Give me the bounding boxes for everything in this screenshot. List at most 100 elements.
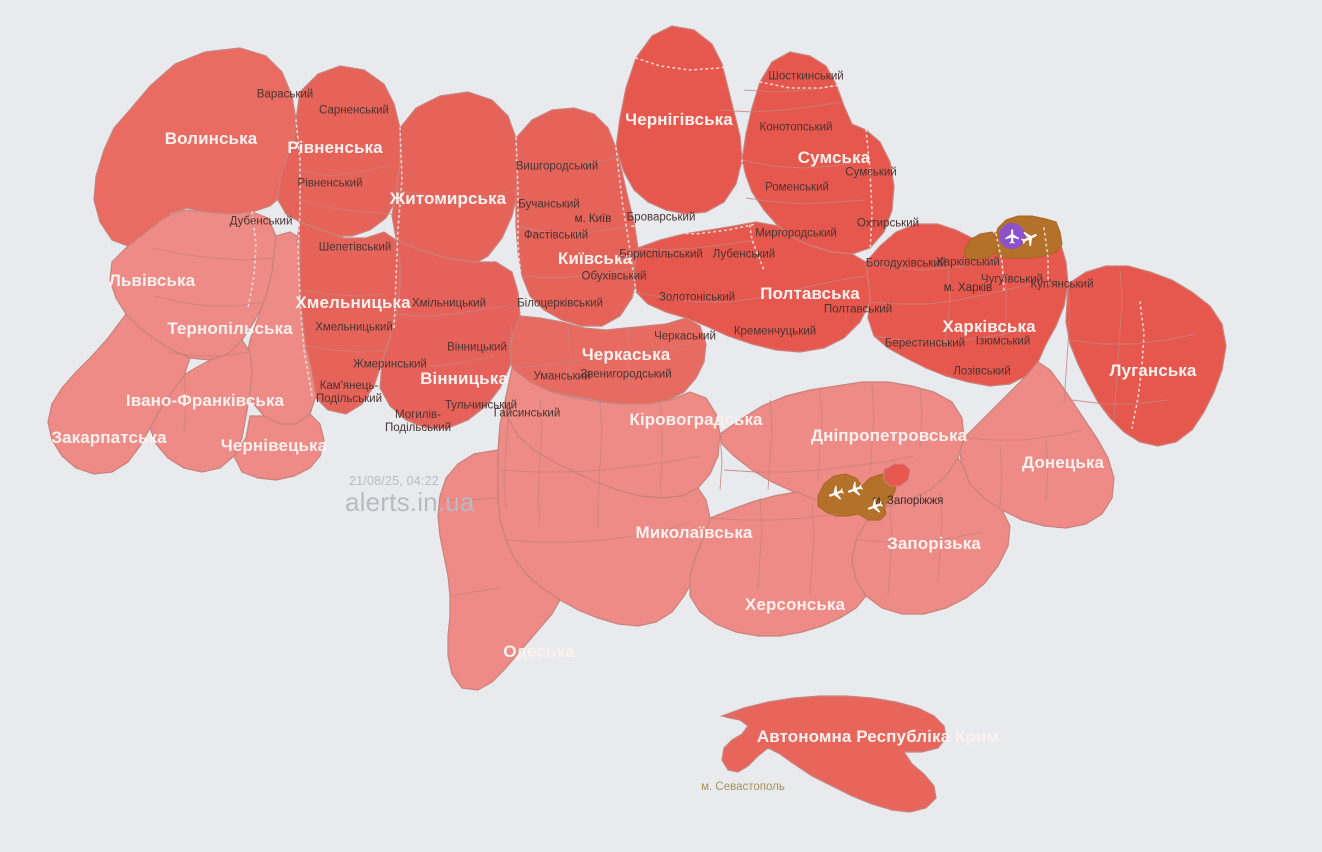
oblast-label-zaporizka[interactable]: Запорізька [887,534,981,554]
oblast-label-ivano-frankivska[interactable]: Івано-Франківська [125,391,285,411]
oblast-label-rivnenska[interactable]: Рівненська [287,138,383,158]
oblast-label-sumska[interactable]: Сумська [797,148,871,168]
oblast-label-zhytomyrska[interactable]: Житомирська [389,189,507,209]
oblast-label-donetska[interactable]: Донецька [1021,453,1105,473]
raion-label-dubenskyi[interactable]: Дубенський [229,215,293,228]
oblast-label-luhanska[interactable]: Луганська [1109,361,1197,381]
raion-label-lubenskyi[interactable]: Лубенський [712,248,776,261]
region-zakarpatska[interactable] [47,313,191,475]
raion-label-lozivskyi[interactable]: Лозівський [953,365,1011,378]
oblast-label-odeska[interactable]: Одеська [503,642,575,662]
oblast-label-vinnytska[interactable]: Вінницька [420,369,508,389]
region-poltavska[interactable] [633,221,873,353]
region-rivnenska[interactable] [277,65,405,237]
aircraft-icon [848,481,864,496]
oblast-label-kyivska[interactable]: Київська [557,249,633,269]
oblast-label-chernivetska[interactable]: Чернівецька [220,436,328,456]
oblast-label-lvivska[interactable]: Львівська [108,271,196,291]
raion-label-poltavskyi[interactable]: Полтавський [823,303,893,316]
raion-label-haisynskyi[interactable]: Гайсинський [493,407,561,420]
marker-aircraft-kharkiv-brown[interactable] [1018,227,1040,249]
raion-boundaries-layer [151,85,1197,597]
region-odeska[interactable] [437,449,561,691]
region-kharkivska[interactable] [865,223,1069,387]
partial-zone-zaporizhzhia-small[interactable] [883,463,911,487]
oblast-label-kharkivska[interactable]: Харківська [942,317,1036,337]
oblast-label-poltavska[interactable]: Полтавська [760,284,860,304]
raion-label-boryspilskyi[interactable]: Бориспільський [619,248,703,261]
oblast-label-crimea[interactable]: Автономна Республіка Крим [756,727,1000,747]
region-zhytomyrska[interactable] [391,91,521,269]
raion-label-buchanskyi[interactable]: Бучанський [518,198,580,211]
city-label-zaporizhzhia[interactable]: м. Запоріжжя [872,495,944,507]
raion-label-berestynskyi[interactable]: Берестинський [884,337,966,350]
raion-label-kamianets-podilskyi[interactable]: Кам'янець-Подільський [316,380,382,405]
aircraft-icon [1020,231,1037,246]
raion-label-bilotserkivskyi[interactable]: Білоцерківський [517,297,603,310]
raion-label-tulchynskyi[interactable]: Тульчинський [444,399,518,412]
city-label-kyiv[interactable]: м. Київ [574,213,612,225]
marker-aircraft-zaporizhzhia-3[interactable] [866,497,884,515]
raion-label-myrhorodskyi[interactable]: Миргородський [755,227,837,240]
raion-label-bohodukhivskyi[interactable]: Богодухівський [865,257,947,270]
region-luhanska[interactable] [1065,265,1227,447]
region-crimea[interactable] [719,695,947,813]
raion-label-zvenyhorodskyi[interactable]: Звенигородський [580,368,672,381]
dotted-border-layer [247,57,1145,429]
raion-label-konotopskyi[interactable]: Конотопський [759,121,833,134]
raion-label-khmilnytskyi[interactable]: Хмільницький [411,297,487,310]
raion-label-chuhuivskyi[interactable]: Чугуївський [980,273,1044,286]
oblast-label-khmelnytska[interactable]: Хмельницька [295,293,411,313]
oblast-label-dnipropetrovska[interactable]: Дніпропетровська [810,426,968,446]
oblast-label-mykolaivska[interactable]: Миколаївська [635,523,753,543]
oblast-label-chernihivska[interactable]: Чернігівська [625,110,733,130]
raion-label-vinnytskyi[interactable]: Вінницький [447,341,507,354]
raion-label-shostkynskyi[interactable]: Шосткинський [768,70,844,83]
aircraft-icon [829,485,845,500]
marker-aircraft-zaporizhzhia-2[interactable] [846,480,864,498]
raion-label-sarnenskyi[interactable]: Сарненський [319,104,389,117]
aircraft-icon [868,498,884,513]
raion-label-okhtyrskyi[interactable]: Охтирський [856,217,920,230]
raion-label-vyshhorodskyi[interactable]: Вишгородський [515,160,599,173]
region-chernivetska[interactable] [233,413,325,481]
region-chernihivska[interactable] [615,25,743,215]
raion-label-iziumskyi[interactable]: Ізюмський [975,335,1031,348]
raion-label-varaskyi[interactable]: Вараський [256,88,314,101]
raion-label-kupianskyi[interactable]: Куп'янський [1030,278,1094,291]
region-vinnytska[interactable] [379,239,521,429]
marker-aircraft-zaporizhzhia-1[interactable] [827,484,845,502]
raion-label-khmelnytskyi[interactable]: Хмельницький [315,321,393,334]
raion-label-sumskyi[interactable]: Сумський [845,166,897,179]
oblast-label-kirovohradska[interactable]: Кіровоградська [629,410,763,430]
raion-label-zolotoniskyi[interactable]: Золотоніський [658,291,736,304]
regions-layer[interactable] [47,25,1227,813]
marker-aircraft-kharkiv-purple[interactable] [999,223,1025,249]
raion-label-obukhivskyi[interactable]: Обухівський [581,270,647,283]
raion-label-brovarskyi[interactable]: Броварський [626,211,696,224]
raion-label-shepetivskyi[interactable]: Шепетівський [318,241,392,254]
raion-label-cherkaskyi[interactable]: Черкаський [654,330,716,343]
raion-label-kharkivskyi[interactable]: Харківський [936,256,1000,269]
partial-zone-kharkiv-north-2[interactable] [963,231,999,261]
raion-label-kremenchutskyi[interactable]: Кременчуцький [733,325,817,338]
oblast-label-volynska[interactable]: Волинська [164,129,258,149]
raion-label-rivnenskyi[interactable]: Рівненський [297,177,363,190]
raion-label-fastivskyi[interactable]: Фастівський [523,229,589,242]
raion-label-romenskyi[interactable]: Роменський [765,181,829,194]
city-label-kharkiv[interactable]: м. Харків [943,282,993,294]
city-label-sevastopol[interactable]: м. Севастополь [701,781,785,793]
aircraft-icon [1004,228,1019,244]
oblast-label-zakarpatska[interactable]: Закарпатська [51,428,167,448]
raion-label-zhmerynskyi[interactable]: Жмеринський [353,358,427,371]
oblast-label-khersonska[interactable]: Херсонська [744,595,846,615]
region-khersonska[interactable] [689,491,891,637]
oblast-label-ternopilska[interactable]: Тернопільська [167,319,293,339]
raion-label-mohyliv-podilskyi[interactable]: Могилів-Подільський [385,409,451,434]
raion-label-umanskyi[interactable]: Уманський [533,370,591,383]
oblast-label-cherkaska[interactable]: Черкаська [581,345,671,365]
region-kyivska[interactable] [515,107,639,327]
